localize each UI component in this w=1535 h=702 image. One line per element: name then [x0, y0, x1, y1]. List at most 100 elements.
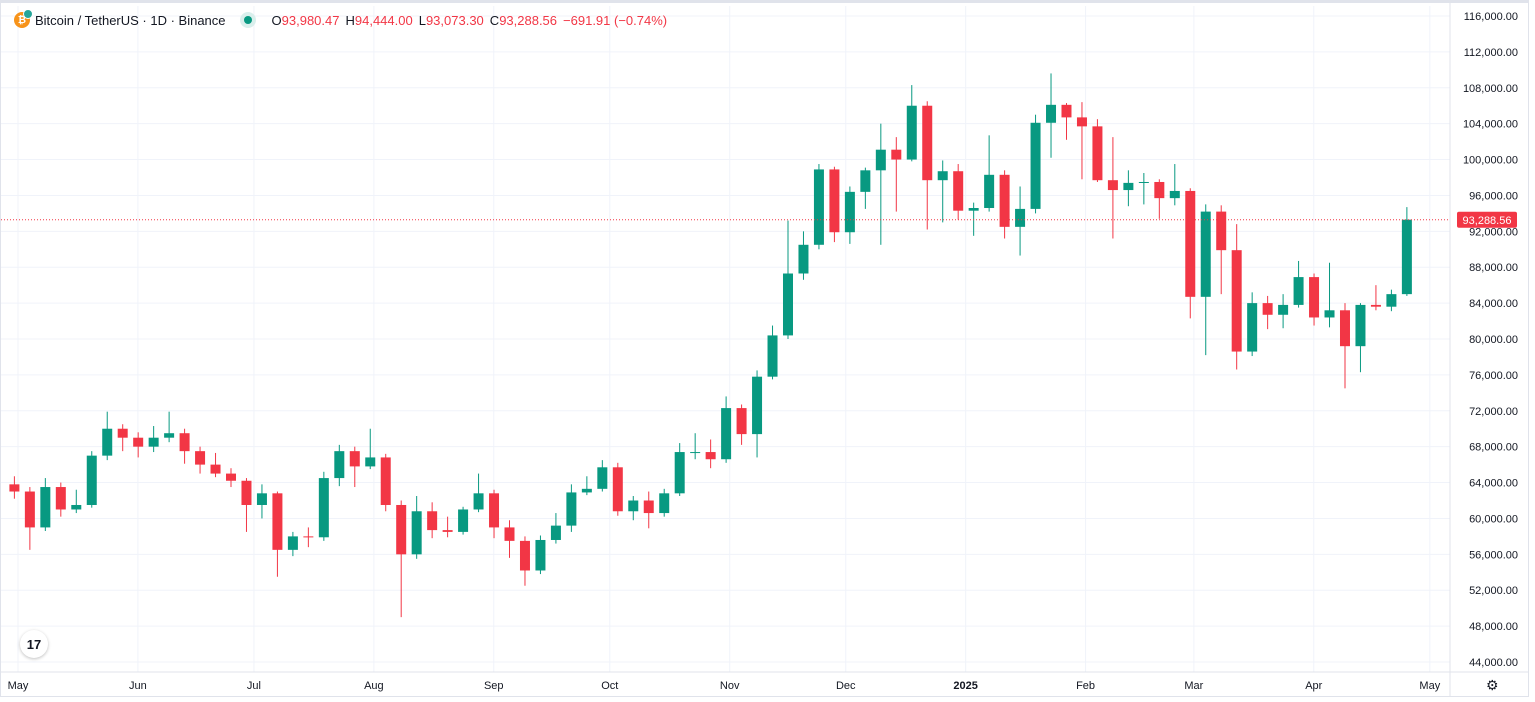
candle — [612, 462, 623, 516]
candle-body — [427, 511, 438, 531]
y-tick-label: 68,000.00 — [1469, 442, 1518, 454]
candle — [24, 487, 35, 550]
open-value: 93,980.47 — [281, 12, 340, 28]
candle — [597, 460, 608, 492]
candle-body — [535, 539, 546, 571]
candle-body — [1092, 126, 1103, 181]
candle-body — [643, 500, 654, 514]
candle-body — [1355, 304, 1366, 347]
candle-body — [40, 487, 51, 528]
candle — [829, 166, 840, 243]
candle-body — [272, 493, 283, 550]
candle — [380, 453, 391, 512]
candle-body — [922, 105, 933, 181]
candle — [1370, 285, 1381, 311]
candle — [690, 433, 701, 460]
change-value: −691.91 (−0.74%) — [563, 12, 668, 28]
candle-body — [1030, 122, 1041, 209]
candle-body — [690, 452, 701, 454]
x-tick-label: Feb — [1076, 680, 1095, 692]
y-tick-label: 84,000.00 — [1469, 298, 1518, 310]
y-tick-label: 60,000.00 — [1469, 513, 1518, 525]
market-open-dot-icon — [243, 16, 252, 24]
candle-body — [303, 536, 314, 538]
candle — [721, 396, 732, 463]
candle — [489, 489, 500, 539]
candle-body — [1076, 117, 1087, 127]
candle — [1216, 205, 1227, 295]
candle — [767, 325, 778, 380]
candle-body — [133, 437, 144, 447]
candle — [117, 424, 128, 452]
candle — [318, 471, 329, 541]
candle-body — [334, 451, 345, 479]
candle-body — [1339, 310, 1350, 347]
candle — [550, 513, 561, 544]
candle — [133, 432, 144, 458]
y-tick-label: 112,000.00 — [1464, 47, 1518, 59]
candle — [581, 476, 592, 496]
y-tick-label: 116,000.00 — [1464, 11, 1518, 23]
candle — [860, 167, 871, 209]
close-value: 93,288.56 — [499, 12, 558, 28]
candle-body — [365, 457, 376, 467]
candle — [953, 164, 964, 220]
candle-body — [813, 169, 824, 245]
candle — [844, 186, 855, 244]
candle — [999, 170, 1010, 239]
candle — [411, 496, 422, 559]
candle-body — [102, 428, 113, 456]
candle-body — [1278, 304, 1289, 315]
candle-body — [148, 437, 159, 447]
candle-body — [489, 493, 500, 528]
y-tick-label: 80,000.00 — [1469, 334, 1518, 346]
candle-body — [659, 493, 670, 514]
candle-body — [782, 273, 793, 336]
candle-body — [86, 455, 97, 505]
candle — [968, 202, 979, 236]
candle — [504, 520, 515, 558]
candle-body — [705, 452, 716, 460]
candle-body — [612, 467, 623, 512]
candle — [9, 476, 20, 499]
x-tick-label: May — [8, 680, 29, 692]
x-tick-label: Oct — [601, 680, 618, 692]
candle — [1154, 179, 1165, 219]
candle-body — [9, 484, 20, 492]
candle-body — [473, 493, 484, 510]
symbol-title[interactable]: Bitcoin / TetherUS · 1D · Binance — [35, 12, 226, 28]
candle-body — [1169, 190, 1180, 199]
candle — [891, 137, 902, 212]
candle-body — [1123, 182, 1134, 191]
candle — [813, 164, 824, 250]
candle — [1015, 186, 1026, 256]
x-tick-label: Sep — [484, 680, 504, 692]
candle-body — [1046, 104, 1057, 123]
candle — [875, 123, 886, 245]
candle — [179, 428, 190, 464]
candle — [535, 535, 546, 575]
close-label: C — [489, 12, 500, 28]
candle — [349, 446, 360, 488]
candle-body — [1015, 208, 1026, 227]
tradingview-logo-icon[interactable]: 17 — [20, 630, 48, 658]
gear-icon[interactable]: ⚙ — [1486, 677, 1499, 693]
candle — [1247, 292, 1258, 357]
candle — [272, 491, 283, 577]
candle — [256, 484, 267, 519]
last-price-label: 93,288.56 — [1463, 215, 1512, 227]
candle — [458, 506, 469, 535]
candle-body — [117, 428, 128, 438]
candle-body — [164, 433, 175, 438]
candle — [303, 527, 314, 548]
x-tick-label: Aug — [364, 680, 384, 692]
y-tick-label: 48,000.00 — [1469, 621, 1518, 633]
candle-body — [442, 530, 453, 532]
candle-body — [984, 174, 995, 209]
candle-body — [550, 525, 561, 540]
candle — [1324, 262, 1335, 328]
candle — [164, 411, 175, 443]
candle — [782, 220, 793, 339]
candle-body — [504, 527, 515, 541]
